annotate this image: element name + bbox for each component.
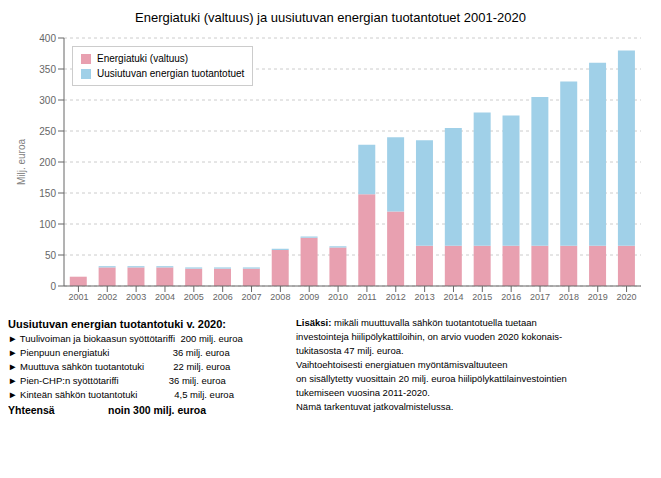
html-text:► Muuttuva sähkön tuotantotuki: ► Muuttuva sähkön tuotantotuki 22 milj. … [8,361,231,372]
html-text:on sisällytetty vuosittain 20: on sisällytetty vuosittain 20 milj. euro… [296,373,567,384]
svg-text:2010: 2010 [328,292,348,302]
svg-text:400: 400 [39,33,56,44]
svg-text:50: 50 [45,250,57,261]
svg-text:2003: 2003 [126,292,146,302]
svg-text:2014: 2014 [443,292,463,302]
svg-text:2019: 2019 [588,292,608,302]
html-text:Lisäksi: mikäli muuttuvalla sä: Lisäksi: mikäli muuttuvalla sähkön tuota… [296,317,537,328]
svg-text:350: 350 [39,64,56,75]
html-text:investointeja hiilipölykattilo: investointeja hiilipölykattiloihin, on a… [296,331,563,342]
svg-text:0: 0 [50,281,56,292]
svg-text:2005: 2005 [184,292,204,302]
svg-text:2001: 2001 [68,292,88,302]
svg-text:2013: 2013 [415,292,435,302]
svg-text:300: 300 [39,95,56,106]
html-text:Vaihtoehtoisesti energiatuen m: Vaihtoehtoisesti energiatuen myöntämisva… [296,359,508,370]
svg-text:2016: 2016 [501,292,521,302]
svg-text:200: 200 [39,157,56,168]
html-text:► Pien-CHP:n syöttötariffi 36: ► Pien-CHP:n syöttötariffi 36 milj. euro… [8,375,226,386]
svg-text:150: 150 [39,188,56,199]
svg-text:2008: 2008 [270,292,290,302]
html-text:Energiatuki (valtuus) ja uusiu: Energiatuki (valtuus) ja uusiutuvan ener… [135,10,526,25]
svg-text:2018: 2018 [559,292,579,302]
svg-text:2012: 2012 [386,292,406,302]
svg-text:2007: 2007 [242,292,262,302]
svg-text:2017: 2017 [530,292,550,302]
html-text:Uusiutuvan energian tuotantotu: Uusiutuvan energian tuotantotuki v. 2020… [8,318,226,330]
html-text:Uusiutuvan energian tuotantotu: Uusiutuvan energian tuotantotuet [97,68,245,79]
svg-text:250: 250 [39,126,56,137]
svg-text:2004: 2004 [155,292,175,302]
svg-text:2002: 2002 [97,292,117,302]
svg-text:2009: 2009 [299,292,319,302]
html-text:noin 300 milj. euroa: noin 300 milj. euroa [108,404,206,416]
html-text:► Kinteän sähkön tuotantotuki: ► Kinteän sähkön tuotantotuki 4,5 milj. … [8,389,234,400]
html-text:► Tuulivoiman ja biokaasun syö: ► Tuulivoiman ja biokaasun syöttötariffi… [8,333,243,344]
svg-text:2015: 2015 [472,292,492,302]
svg-text:100: 100 [39,219,56,230]
html-text:tukemiseen vuosina 2011-2020.: tukemiseen vuosina 2011-2020. [296,387,430,398]
svg-text:Milj. euroa: Milj. euroa [16,139,27,186]
html-text:Energiatuki (valtuus): Energiatuki (valtuus) [97,53,189,64]
svg-text:2006: 2006 [213,292,233,302]
html-text:Nämä tarkentuvat jatkovalmiste: Nämä tarkentuvat jatkovalmistelussa. [296,401,454,412]
html-text:tukitasosta 47 milj. euroa.: tukitasosta 47 milj. euroa. [296,345,404,356]
svg-text:2011: 2011 [357,292,376,302]
html-text:Yhteensä: Yhteensä [8,404,55,416]
svg-text:2020: 2020 [617,292,637,302]
html-text:► Pienpuun energiatuki 36 milj: ► Pienpuun energiatuki 36 milj. euroa [8,347,230,358]
